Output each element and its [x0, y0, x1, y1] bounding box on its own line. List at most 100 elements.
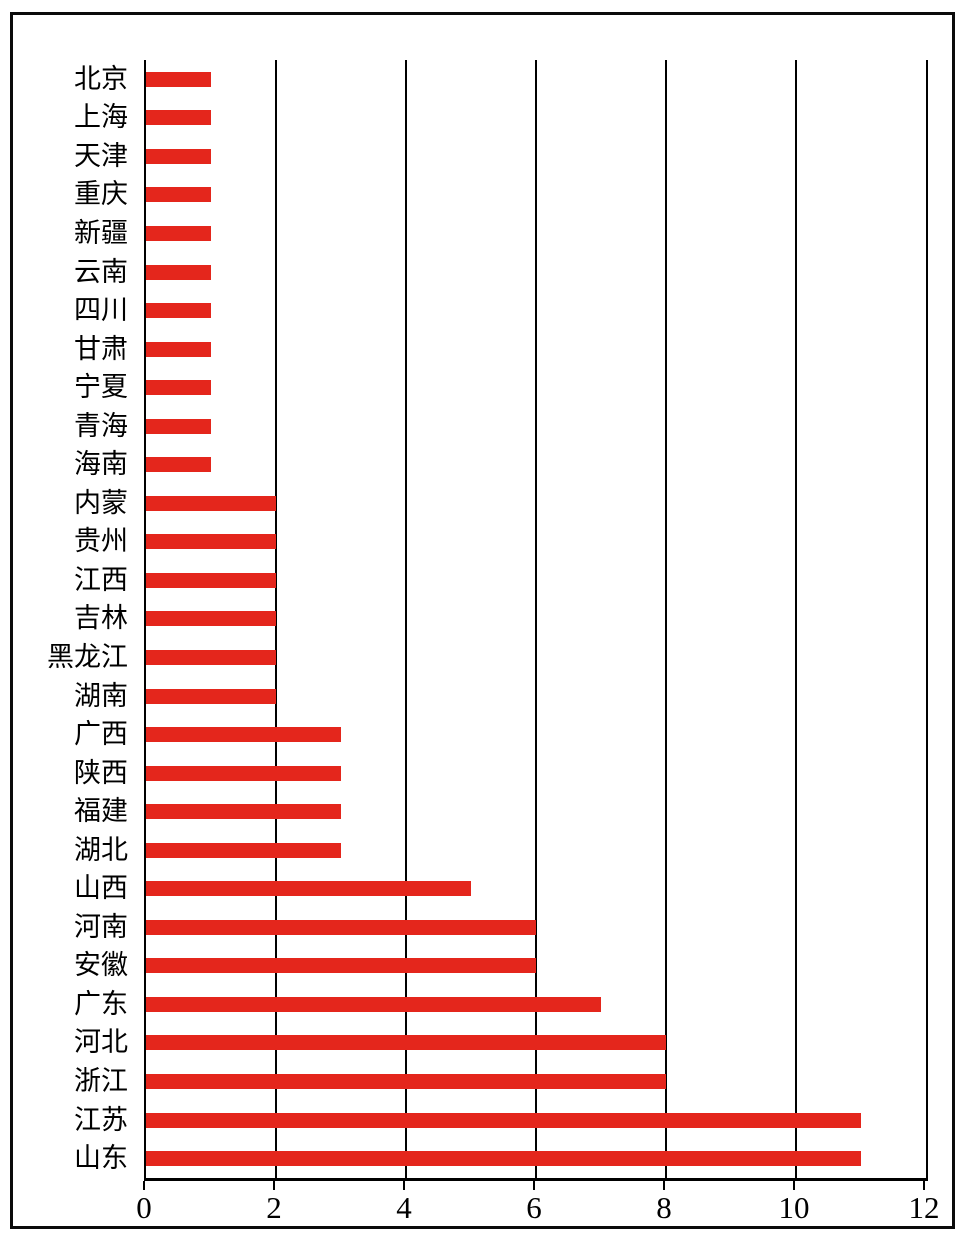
bar-row — [146, 908, 926, 947]
category-label: 湖北 — [74, 834, 128, 865]
bar-row — [146, 947, 926, 986]
data-bar — [146, 727, 341, 743]
y-axis-category-labels: 北京 上海 天津 重庆 新疆 云南 四川 甘肃 宁夏 青海 海南 内蒙 贵州 江西 吉林 黑龙江 湖南 广西 陕西福… — [13, 60, 136, 1178]
x-tick-mark — [273, 1181, 275, 1190]
bar-row — [146, 445, 926, 484]
data-bar — [146, 881, 471, 897]
category-label: 天津 — [74, 140, 128, 171]
data-bar — [146, 495, 276, 511]
category-label: 贵州 — [74, 526, 128, 557]
data-bar — [146, 225, 211, 241]
x-tick-mark — [143, 1181, 145, 1190]
x-tick-mark — [793, 1181, 795, 1190]
bar-row — [146, 715, 926, 754]
category-label: 宁夏 — [74, 372, 128, 403]
data-bar — [146, 187, 211, 203]
bar-row — [146, 291, 926, 330]
data-bar — [146, 649, 276, 665]
category-label: 河北 — [74, 1027, 128, 1058]
data-bar — [146, 457, 211, 473]
category-label: 海南 — [74, 449, 128, 480]
vertical-gridline — [535, 60, 537, 1178]
vertical-gridline — [274, 60, 277, 1178]
x-tick-label: 10 — [778, 1190, 810, 1225]
data-bar — [146, 110, 211, 126]
data-bar — [146, 303, 211, 319]
category-label: 广西 — [74, 719, 128, 750]
category-label: 黑龙江 — [47, 641, 128, 672]
category-label: 河南 — [74, 911, 128, 942]
bar-row — [146, 1024, 926, 1063]
bar-row — [146, 600, 926, 639]
bar-row — [146, 99, 926, 138]
category-label: 青海 — [74, 410, 128, 441]
category-label: 重庆 — [74, 179, 128, 210]
data-bar — [146, 418, 211, 434]
bar-row — [146, 869, 926, 908]
data-bar — [146, 71, 211, 87]
x-tick-mark — [923, 1181, 925, 1190]
data-bar — [146, 380, 211, 396]
bar-row — [146, 792, 926, 831]
bar-row — [146, 176, 926, 215]
category-label: 陕西 — [74, 757, 128, 788]
bar-row — [146, 214, 926, 253]
vertical-gridline — [404, 60, 407, 1178]
bar-row — [146, 985, 926, 1024]
x-tick-mark — [403, 1181, 405, 1190]
x-tick-label: 4 — [396, 1190, 412, 1225]
category-label: 北京 — [74, 63, 128, 94]
bar-row — [146, 523, 926, 562]
data-bar — [146, 341, 211, 357]
x-tick-mark — [533, 1181, 535, 1190]
category-label: 福建 — [74, 796, 128, 827]
category-label: 内蒙 — [74, 487, 128, 518]
category-label: 甘肃 — [74, 333, 128, 364]
data-bar — [146, 958, 536, 974]
category-label: 云南 — [74, 256, 128, 287]
category-label: 山东 — [74, 1143, 128, 1174]
category-label: 山西 — [74, 873, 128, 904]
plot-area — [144, 60, 928, 1181]
vertical-gridline — [664, 60, 667, 1178]
category-label: 四川 — [74, 295, 128, 326]
x-tick-label: 12 — [908, 1190, 940, 1225]
bar-row — [146, 638, 926, 677]
bar-row — [146, 1101, 926, 1140]
bar-row — [146, 368, 926, 407]
bar-row — [146, 831, 926, 870]
category-label: 吉林 — [74, 603, 128, 634]
x-tick-mark — [663, 1181, 665, 1190]
data-bar — [146, 765, 341, 781]
bar-row — [146, 677, 926, 716]
data-bar — [146, 842, 341, 858]
bar-row — [146, 1139, 926, 1178]
category-label: 广东 — [74, 988, 128, 1019]
data-bar — [146, 1035, 666, 1051]
data-bar — [146, 919, 536, 935]
data-bar — [146, 996, 601, 1012]
category-label: 上海 — [74, 102, 128, 133]
bar-row — [146, 330, 926, 369]
category-label: 浙江 — [74, 1065, 128, 1096]
x-tick-label: 2 — [266, 1190, 282, 1225]
chart-outer-border: 北京 上海 天津 重庆 新疆 云南 四川 甘肃 宁夏 青海 海南 内蒙 贵州 江西 吉林 黑龙江 湖南 广西 陕西福… — [10, 12, 955, 1229]
category-label: 江苏 — [74, 1104, 128, 1135]
bar-row — [146, 137, 926, 176]
data-bar — [146, 534, 276, 550]
bar-row — [146, 60, 926, 99]
data-bar — [146, 804, 341, 820]
x-tick-label: 8 — [656, 1190, 672, 1225]
data-bar — [146, 264, 211, 280]
x-tick-label: 0 — [136, 1190, 152, 1225]
bar-rows — [146, 60, 926, 1178]
category-label: 安徽 — [74, 950, 128, 981]
data-bar — [146, 148, 211, 164]
data-bar — [146, 572, 276, 588]
bar-row — [146, 484, 926, 523]
data-bar — [146, 688, 276, 704]
category-label: 江西 — [74, 564, 128, 595]
bar-row — [146, 754, 926, 793]
category-label: 湖南 — [74, 680, 128, 711]
